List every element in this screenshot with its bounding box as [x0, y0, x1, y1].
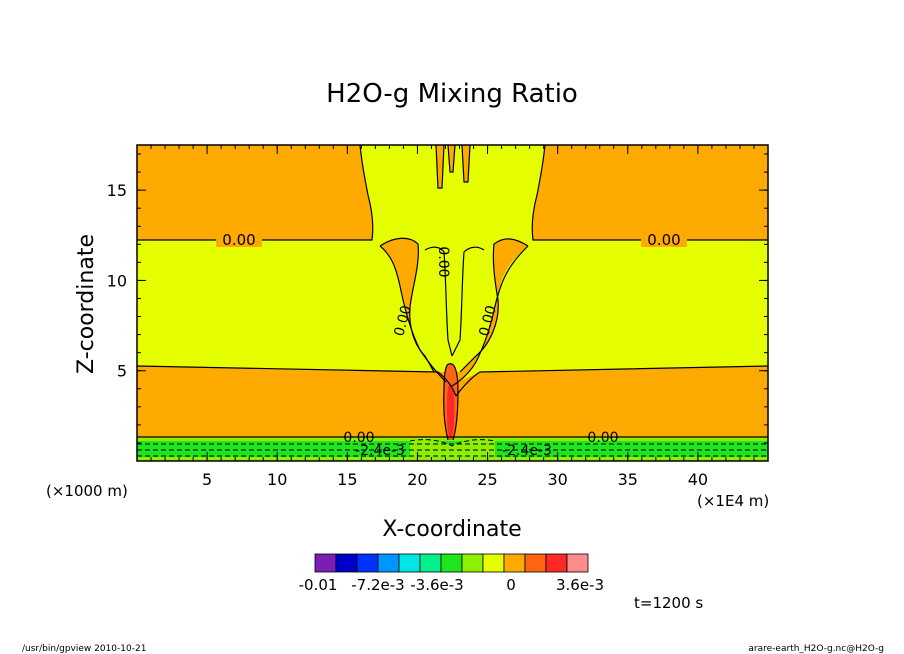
colorbar-swatch	[398, 553, 421, 573]
y-tick-label: 15	[107, 181, 127, 200]
colorbar-swatch	[545, 553, 568, 573]
contour-lines	[137, 145, 768, 441]
x-axis-label: X-coordinate	[382, 517, 521, 542]
contour-label: 0.00	[435, 246, 451, 277]
colorbar-swatch	[503, 553, 526, 573]
contour-label: 0.00	[391, 304, 415, 338]
colorbar-swatch	[335, 553, 358, 573]
colorbar-swatch	[524, 553, 547, 573]
time-label: t=1200 s	[634, 594, 703, 612]
y-axis: 5 10 15	[107, 153, 768, 444]
y-tick-label: 10	[107, 271, 127, 290]
chart-title: H2O-g Mixing Ratio	[326, 79, 578, 109]
x-unit-right: (×1E4 m)	[697, 492, 769, 510]
contour-label: -2.4e-3	[355, 443, 405, 459]
colorbar-label: -0.01	[299, 576, 338, 594]
colorbar-swatch	[461, 553, 484, 573]
colorbar-swatch	[314, 553, 337, 573]
x-tick-label: 35	[618, 470, 638, 489]
y-axis-label: Z-coordinate	[74, 234, 99, 374]
x-unit-left: (×1000 m)	[46, 482, 128, 500]
contour-label: 0.00	[476, 304, 500, 338]
x-tick-label: 10	[267, 470, 287, 489]
colorbar-label: 0	[506, 576, 516, 594]
footer-right: arare-earth_H2O-g.nc@H2O-g	[748, 644, 884, 654]
contour-plot: 0.00 0.00 0.00 0.00 0.00 0.00 0.00 -2.4e…	[137, 145, 768, 461]
contour-label: 0.00	[222, 231, 255, 249]
x-tick-label: 20	[407, 470, 427, 489]
x-tick-label: 30	[547, 470, 567, 489]
colorbar-labels: -0.01 -7.2e-3 -3.6e-3 0 3.6e-3	[299, 576, 604, 594]
plume-darkred	[447, 384, 455, 438]
x-tick-label: 40	[688, 470, 708, 489]
colorbar-swatch	[440, 553, 463, 573]
colorbar-label: -7.2e-3	[351, 576, 404, 594]
contour-label: 0.00	[647, 231, 680, 249]
x-tick-label: 15	[337, 470, 357, 489]
plot-frame	[136, 144, 769, 462]
colorbar-label: -3.6e-3	[410, 576, 463, 594]
band-yellow-inner	[425, 247, 484, 362]
x-tick-label: 5	[202, 470, 212, 489]
y-tick-label: 5	[117, 362, 127, 381]
colorbar-label: 3.6e-3	[556, 576, 604, 594]
contour-label: -2.4e-3	[502, 443, 552, 459]
band-yellow-middle	[137, 145, 768, 396]
colorbar-swatch	[566, 553, 589, 573]
colorbar-swatch	[356, 553, 379, 573]
contour-lines-negative	[137, 439, 768, 457]
colorbar-swatch	[419, 553, 442, 573]
contour-labels: 0.00 0.00 0.00 0.00 0.00 0.00 0.00 -2.4e…	[216, 231, 687, 459]
footer-left: /usr/bin/gpview 2010-10-21	[22, 644, 146, 654]
x-axis: 5 10 15 20 25 30 35 40	[150, 145, 755, 489]
contour-label: 0.00	[587, 430, 618, 446]
colorbar-swatch	[377, 553, 400, 573]
colorbar-swatch	[482, 553, 505, 573]
contour-label: 0.00	[343, 430, 374, 446]
colorbar	[314, 553, 589, 573]
x-tick-label: 25	[477, 470, 497, 489]
